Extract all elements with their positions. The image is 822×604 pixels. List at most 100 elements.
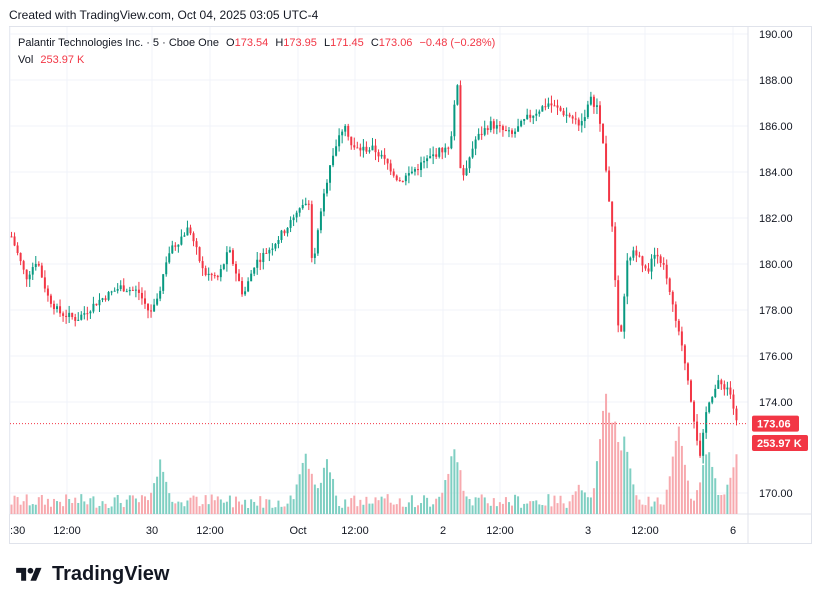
volume-bar	[37, 497, 40, 514]
volume-bar	[532, 501, 535, 514]
volume-bar	[137, 502, 140, 514]
candle-body	[735, 408, 738, 421]
time-axis-label: 12:00	[631, 525, 659, 537]
volume-bar	[635, 495, 638, 514]
candle-body	[125, 291, 128, 293]
candle-body	[159, 290, 162, 299]
volume-bar	[59, 501, 62, 514]
volume-bar	[238, 501, 241, 514]
candle-body	[13, 236, 16, 246]
candle-body	[234, 263, 237, 274]
candle-body	[514, 131, 517, 134]
candle-body	[544, 106, 547, 108]
candle-body	[389, 163, 392, 172]
candle-body	[143, 298, 146, 304]
tradingview-logo[interactable]: TradingView	[12, 563, 169, 586]
volume-bar	[34, 504, 37, 514]
candle-body	[71, 312, 74, 318]
volume-bar	[574, 491, 577, 514]
volume-bar	[253, 501, 256, 514]
price-axis-label: 182.00	[759, 213, 793, 225]
candle-body	[468, 157, 471, 169]
candle-body	[25, 269, 28, 280]
volume-bar	[611, 422, 614, 514]
volume-bar	[726, 484, 729, 514]
volume-bar	[662, 504, 665, 514]
volume-bar	[689, 498, 692, 514]
volume-bar	[25, 494, 28, 514]
candle-body	[486, 128, 489, 131]
volume-bar	[271, 507, 274, 514]
candle-body	[338, 135, 341, 147]
candle-body	[107, 292, 110, 300]
volume-bar	[626, 451, 629, 514]
candle-body	[571, 116, 574, 119]
volume-bar	[165, 481, 168, 514]
volume-bar	[641, 504, 644, 514]
volume-bar	[441, 492, 444, 514]
candle-body	[268, 249, 271, 254]
volume-bar	[268, 499, 271, 514]
candle-body	[168, 253, 171, 263]
candle-body	[368, 150, 371, 152]
candle-body	[362, 146, 365, 151]
candle-body	[732, 394, 735, 409]
candle-body	[595, 105, 598, 107]
volume-bar	[289, 495, 292, 514]
volume-bar	[201, 504, 204, 514]
candle-body	[674, 304, 677, 321]
volume-bar	[113, 497, 116, 514]
volume-bar	[686, 480, 689, 514]
volume-bar	[511, 505, 514, 514]
candle-body	[147, 303, 150, 311]
volume-bar	[68, 499, 71, 514]
volume-bar	[653, 501, 656, 514]
volume-bar	[92, 496, 95, 514]
volume-bar	[177, 501, 180, 514]
tradingview-logo-text: TradingView	[52, 563, 170, 585]
volume-bar	[623, 436, 626, 514]
candle-body	[407, 173, 410, 176]
volume-bar	[535, 500, 538, 514]
volume-bar	[195, 496, 198, 514]
candle-body	[350, 136, 353, 146]
volume-bar	[608, 412, 611, 514]
candle-body	[589, 96, 592, 105]
time-axis-label: 3	[585, 525, 591, 537]
candle-body	[665, 264, 668, 279]
candle-body	[465, 168, 468, 176]
candle-body	[386, 158, 389, 164]
volume-bar	[134, 498, 137, 514]
candle-body	[77, 319, 80, 321]
volume-bar	[483, 497, 486, 514]
candle-body	[253, 267, 256, 274]
candle-body	[647, 268, 650, 272]
time-axis-label: 2	[440, 525, 446, 537]
candle-body	[344, 125, 347, 132]
volume-bar	[83, 501, 86, 514]
time-axis-label: 12:00	[196, 525, 224, 537]
candle-body	[116, 289, 119, 291]
volume-bar	[674, 440, 677, 514]
volume-bar	[247, 507, 250, 514]
volume-bar	[423, 495, 426, 514]
candle-body	[37, 263, 40, 266]
volume-bar	[116, 494, 119, 514]
volume-bar	[353, 495, 356, 514]
volume-bar	[46, 498, 49, 514]
candle-body	[714, 388, 717, 397]
volume-bar	[110, 506, 113, 514]
time-axis-label: :30	[10, 525, 25, 537]
volume-bar	[644, 505, 647, 514]
candle-body	[16, 245, 19, 254]
candle-body	[517, 126, 520, 132]
volume-bar	[10, 504, 13, 514]
price-axis-label: 186.00	[759, 121, 793, 133]
candle-body	[383, 154, 386, 159]
candle-body	[295, 212, 298, 218]
price-axis-label: 174.00	[759, 397, 793, 409]
candle-body	[659, 256, 662, 264]
volume-bar	[498, 502, 501, 514]
candle-body	[653, 254, 656, 259]
